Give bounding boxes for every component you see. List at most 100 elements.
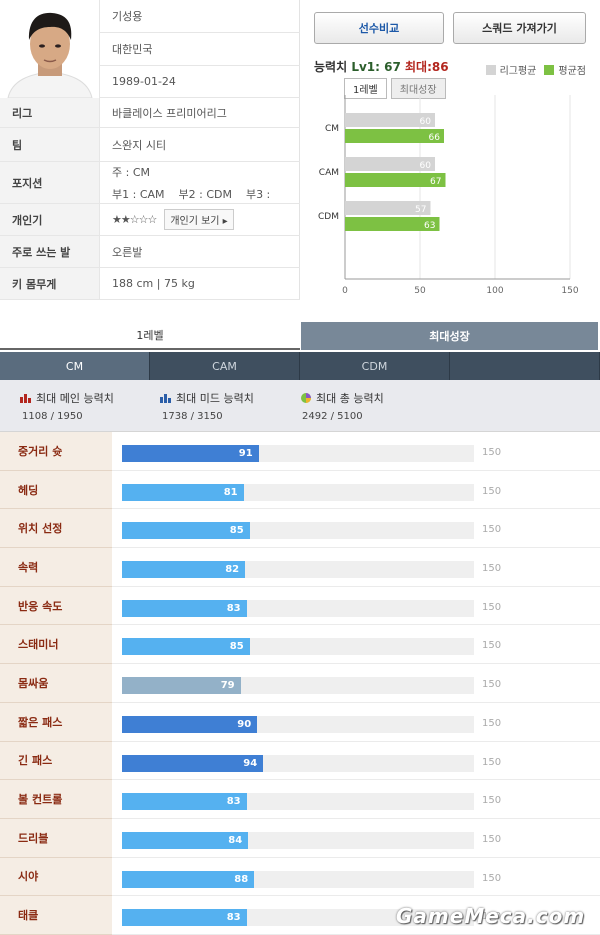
- height-weight-row: 키 몸무게 188 cm | 75 kg: [0, 268, 300, 300]
- row-divider: [112, 508, 600, 510]
- stat-track: 85: [122, 522, 474, 540]
- legend-league-label: 리그평균: [499, 66, 537, 77]
- stat-bar: 88: [122, 870, 255, 888]
- row-divider: [112, 895, 600, 897]
- stat-value: 83: [226, 912, 241, 924]
- compare-players-button[interactable]: 선수비교: [314, 12, 444, 44]
- watermark-logo: GameMeca.com: [396, 904, 586, 928]
- stat-label: 반응 속도: [0, 586, 112, 626]
- chart-bar: [345, 201, 431, 215]
- stat-value: 84: [228, 834, 243, 846]
- tab-position-empty: [450, 352, 600, 380]
- legend-avg-label: 평균점: [558, 66, 586, 77]
- position-label: 포지션: [0, 162, 100, 203]
- player-info-section: 기성용 대한민국 1989-01-24 리그 바클레이스 프리미어리그 팀 스완…: [0, 0, 600, 305]
- row-divider: [112, 547, 600, 549]
- stat-value: 85: [229, 641, 244, 653]
- chart-tab-lv1[interactable]: 1레벨: [344, 78, 387, 99]
- stat-max: 150: [482, 679, 502, 691]
- stat-bar: 85: [122, 638, 250, 656]
- chart-bar: [345, 113, 435, 127]
- stat-row: 긴 패스 94 150: [0, 741, 600, 781]
- tab-level-1[interactable]: 1레벨: [0, 322, 300, 350]
- popularity-values: ★★☆☆☆ 개인기 보기 ▸: [100, 204, 300, 235]
- stat-track: 82: [122, 561, 474, 579]
- stat-label: 몸싸움: [0, 664, 112, 703]
- league-row: 리그 바클레이스 프리미어리그: [0, 98, 300, 128]
- row-divider: [112, 779, 600, 781]
- summary-total-title: 최대 총 능력치: [316, 392, 384, 405]
- chart-tab-max[interactable]: 최대성장: [390, 78, 446, 99]
- ability-panel: 선수비교 스쿼드 가져가기 능력치 Lv1: 67 최대:86 리그평균 평균점…: [300, 0, 600, 300]
- chart-category-label: CDM: [318, 212, 339, 222]
- take-to-squad-button[interactable]: 스쿼드 가져가기: [453, 12, 586, 44]
- chart-category-label: CAM: [319, 168, 339, 178]
- tab-position-cam[interactable]: CAM: [150, 352, 300, 380]
- player-nationality: 대한민국: [112, 43, 153, 56]
- stat-label: 헤딩: [0, 470, 112, 510]
- row-divider: [112, 469, 600, 471]
- stat-track: 85: [122, 638, 474, 656]
- stat-value: 88: [234, 873, 249, 885]
- foot-row: 주로 쓰는 발 오른발: [0, 236, 300, 268]
- stat-bar: 90: [122, 715, 258, 733]
- popularity-view-button[interactable]: 개인기 보기 ▸: [164, 209, 234, 230]
- tab-max-growth[interactable]: 최대성장: [301, 322, 598, 350]
- position-row: 포지션 주 : CM 부1 : CAM 부2 : CDM 부3 :: [0, 162, 300, 204]
- stat-max: 150: [482, 447, 502, 458]
- foot-label: 주로 쓰는 발: [0, 236, 100, 267]
- stat-label: 볼 컨트롤: [0, 780, 112, 819]
- league-value: 바클레이스 프리미어리그: [112, 106, 227, 120]
- team-label: 팀: [0, 128, 100, 161]
- stat-row: 헤딩 81 150: [0, 470, 600, 510]
- stat-track: 81: [122, 483, 474, 501]
- tab-position-cdm[interactable]: CDM: [300, 352, 450, 380]
- stat-track: 83: [122, 909, 474, 927]
- pie-chart-icon: [301, 393, 311, 403]
- position-sub: 부1 : CAM 부2 : CDM 부3 :: [112, 187, 271, 201]
- position-tabs: CM CAM CDM: [0, 352, 600, 380]
- stat-track: 84: [122, 831, 474, 849]
- stat-label: 중거리 슛: [0, 432, 112, 471]
- chart-data-label: 66: [429, 133, 441, 143]
- stat-row: 스태미너 85 150: [0, 625, 600, 665]
- stat-value: 79: [220, 680, 235, 692]
- stat-bar: 94: [122, 754, 264, 772]
- tab-position-cm[interactable]: CM: [0, 352, 150, 380]
- foot-value: 오른발: [112, 245, 143, 259]
- stat-row: 드리블 84 150: [0, 818, 600, 858]
- stat-row: 볼 컨트롤 83 150: [0, 780, 600, 819]
- chart-bar: [345, 217, 440, 231]
- stat-row: 속력 82 150: [0, 548, 600, 587]
- stat-value: 85: [229, 525, 244, 537]
- stat-max: 150: [482, 563, 502, 575]
- team-value: 스완지 시티: [112, 138, 167, 152]
- nationality-row: 대한민국: [100, 33, 300, 66]
- chart-bar: [345, 173, 446, 187]
- stat-row: 위치 선정 85 150: [0, 509, 600, 549]
- chart-bar: [345, 157, 435, 171]
- stat-label: 위치 선정: [0, 509, 112, 549]
- stat-value: 83: [226, 796, 241, 808]
- stat-label: 스태미너: [0, 625, 112, 665]
- position-ability-chart: 0 50 100 150 CM 60 66 CAM 60 67 CDM 57 63: [318, 95, 579, 296]
- popularity-stars: ★★☆☆☆: [112, 213, 157, 226]
- player-profile: 기성용 대한민국 1989-01-24 리그 바클레이스 프리미어리그 팀 스완…: [0, 0, 300, 300]
- stat-max: 150: [482, 524, 502, 536]
- stat-bar: 82: [122, 561, 246, 579]
- stat-track: 83: [122, 599, 474, 617]
- chart-bar: [345, 129, 444, 143]
- row-divider: [112, 933, 600, 935]
- stat-bar: 81: [122, 483, 244, 501]
- chart-data-label: 57: [415, 205, 426, 215]
- chart-data-label: 60: [420, 161, 432, 171]
- stat-bar: 83: [122, 909, 247, 927]
- ability-label: 능력치: [314, 60, 348, 74]
- stat-list: 중거리 슛 91 150 헤딩 81 150 위치 선정 85 150 속력 82 150 반응 속도 8…: [0, 432, 600, 935]
- stat-max: 150: [482, 717, 502, 729]
- row-divider: [112, 585, 600, 587]
- stat-max: 150: [482, 911, 502, 923]
- popularity-label: 개인기: [0, 204, 100, 235]
- stat-track: 83: [122, 793, 474, 811]
- league-label: 리그: [0, 98, 100, 127]
